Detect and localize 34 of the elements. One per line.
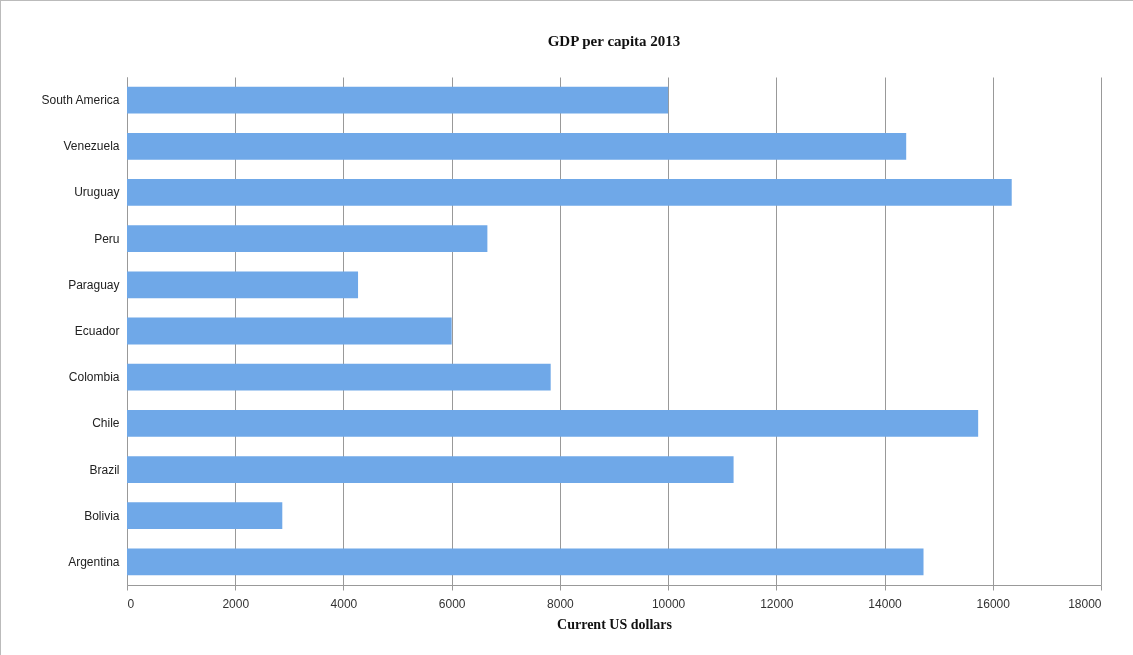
chart-title: GDP per capita 2013 [547, 33, 681, 49]
x-tick-label: 2000 [222, 596, 250, 611]
x-tick-label: 0 [127, 596, 135, 611]
x-tick-label: 12000 [760, 596, 794, 611]
bar [127, 271, 359, 299]
x-tick-label: 18000 [1068, 596, 1102, 611]
y-tick-label: Paraguay [68, 277, 120, 292]
x-tick-label: 6000 [438, 596, 466, 611]
y-tick-label: Peru [94, 231, 120, 246]
bar [127, 456, 734, 483]
y-tick-label: South America [41, 93, 120, 108]
bar [127, 86, 669, 114]
bar [127, 317, 452, 345]
x-tick-label: 8000 [547, 596, 575, 611]
y-tick-label: Ecuador [74, 324, 120, 338]
y-tick-label: Colombia [68, 370, 120, 385]
bar [127, 179, 1012, 206]
bar [127, 363, 551, 391]
bar [127, 225, 488, 253]
x-tick-label: 16000 [976, 596, 1011, 611]
y-tick-label: Bolivia [84, 508, 120, 523]
bar [127, 132, 907, 160]
x-tick-label: 14000 [868, 596, 903, 611]
bar [127, 548, 924, 576]
y-tick-label: Uruguay [74, 185, 120, 200]
x-tick-label: 10000 [651, 596, 686, 611]
x-axis-title: Current US dollars [557, 616, 673, 632]
bar [127, 502, 283, 530]
y-tick-label: Brazil [89, 462, 120, 477]
x-tick-label: 4000 [330, 596, 358, 611]
bar [127, 409, 979, 437]
y-tick-label: Chile [92, 416, 120, 431]
y-tick-label: Argentina [68, 554, 120, 569]
y-tick-label: Venezuela [63, 139, 120, 154]
